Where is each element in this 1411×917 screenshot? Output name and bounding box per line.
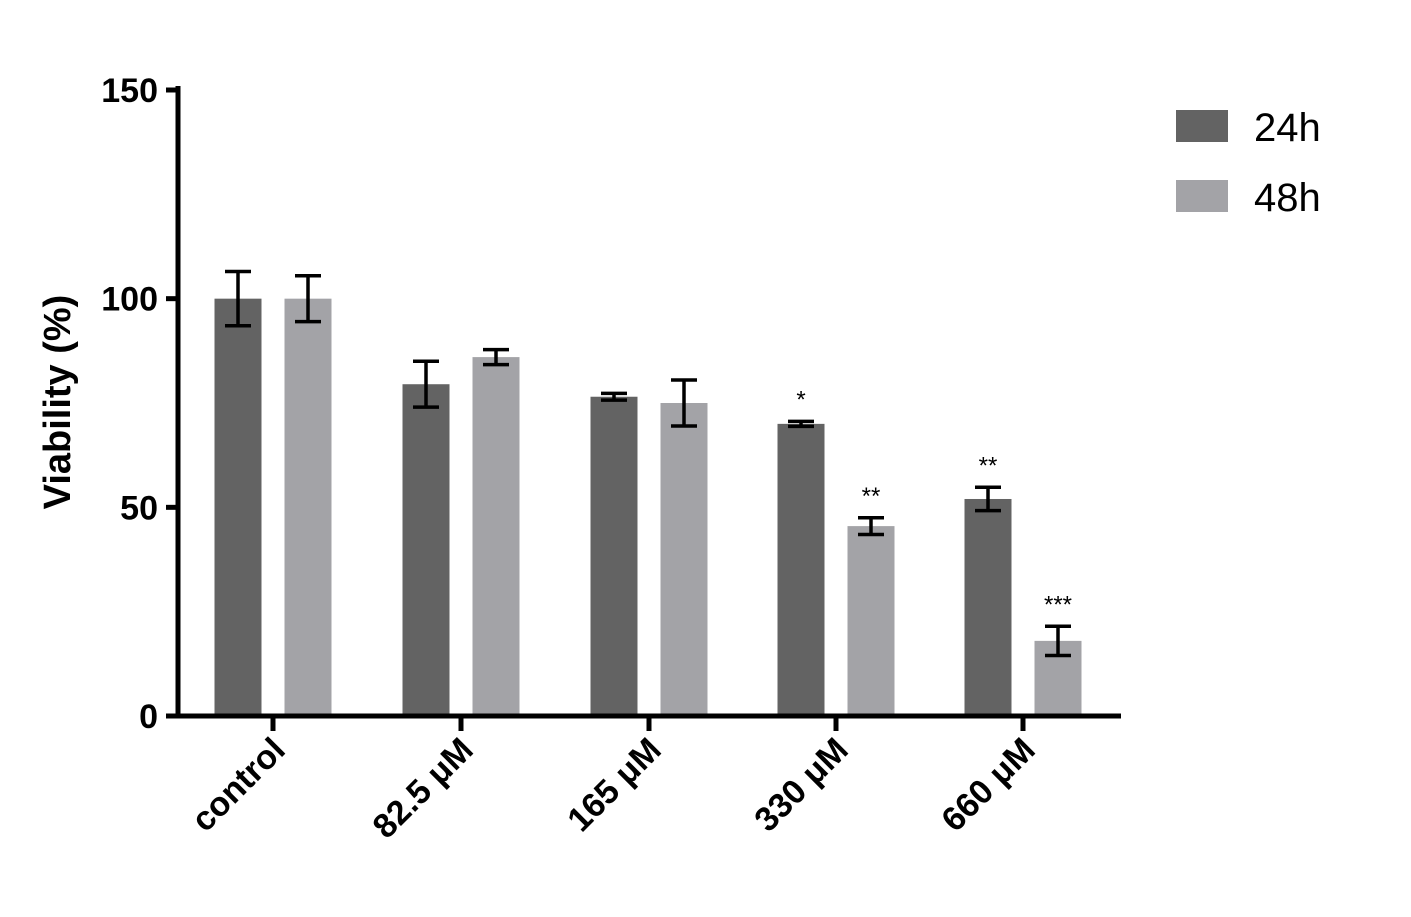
bar-24h-4: [964, 498, 1012, 716]
legend-swatch-48h: [1176, 180, 1228, 212]
bar-24h-2: [590, 396, 638, 716]
axes-layer: [166, 86, 1121, 719]
significance-label: ***: [1044, 591, 1072, 618]
significance-label: **: [862, 483, 881, 510]
x-tick-label: 330 μM: [747, 731, 855, 839]
x-tick-label: 82.5 μM: [366, 731, 481, 846]
y-tick-label: 50: [120, 489, 158, 527]
legend-swatch-24h: [1176, 110, 1228, 142]
bars-layer: ********: [214, 269, 1082, 716]
bar-48h-3: [847, 526, 895, 716]
bar-24h-1: [402, 384, 450, 716]
y-tick-label: 150: [101, 72, 158, 110]
legend-label-48h: 48h: [1254, 176, 1321, 220]
x-tick-label: 165 μM: [560, 731, 668, 839]
bar-48h-2: [660, 403, 708, 716]
x-ticks-layer: control 82.5 μM 165 μM 330 μM 660 μM: [184, 716, 1043, 846]
legend: 24h 48h: [1176, 106, 1321, 220]
bar-48h-0: [284, 298, 332, 716]
bar-24h-0: [214, 298, 262, 716]
bar-48h-1: [472, 357, 520, 716]
x-tick-label: 660 μM: [934, 731, 1042, 839]
y-tick-label: 100: [101, 281, 158, 319]
legend-label-24h: 24h: [1254, 106, 1321, 150]
significance-label: *: [796, 386, 805, 413]
significance-label: **: [979, 452, 998, 479]
y-ticks-layer: 0 50 100 150: [101, 72, 178, 736]
y-tick-label: 0: [139, 698, 158, 736]
y-axis-title: Viability (%): [37, 295, 79, 510]
x-tick-label: control: [184, 731, 292, 839]
bar-24h-3: [777, 423, 825, 716]
